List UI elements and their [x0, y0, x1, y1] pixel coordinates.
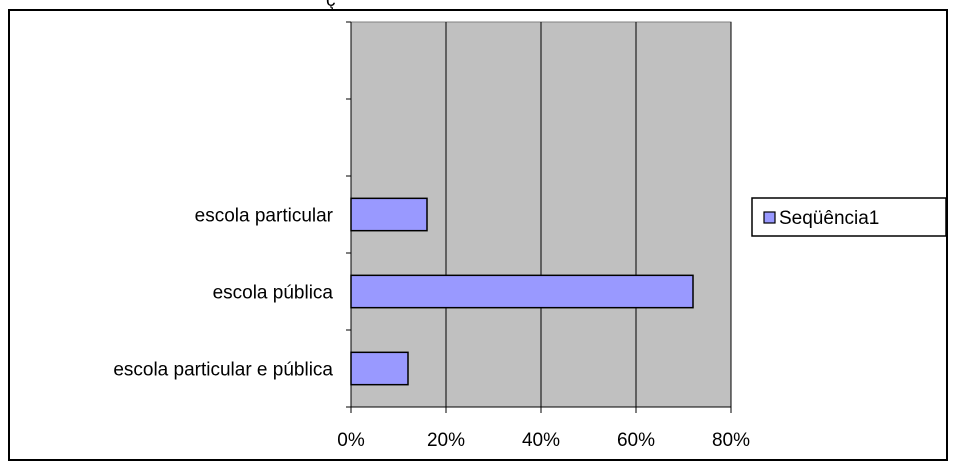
category-label: escola particular — [195, 206, 334, 227]
title-fragment: ç — [326, 0, 336, 11]
bar — [350, 274, 694, 309]
bar — [350, 197, 428, 232]
x-tick-label: 0% — [337, 430, 365, 451]
legend-swatch — [763, 211, 776, 224]
category-label: escola particular e pública — [113, 360, 333, 381]
x-tick-label: 40% — [522, 430, 560, 451]
x-tick-label: 80% — [712, 430, 750, 451]
bar — [350, 351, 409, 386]
category-label: escola pública — [213, 283, 334, 304]
legend-label: Seqüência1 — [779, 208, 879, 229]
legend-box — [751, 197, 947, 237]
x-tick-label: 20% — [427, 430, 465, 451]
x-tick-label: 60% — [617, 430, 655, 451]
